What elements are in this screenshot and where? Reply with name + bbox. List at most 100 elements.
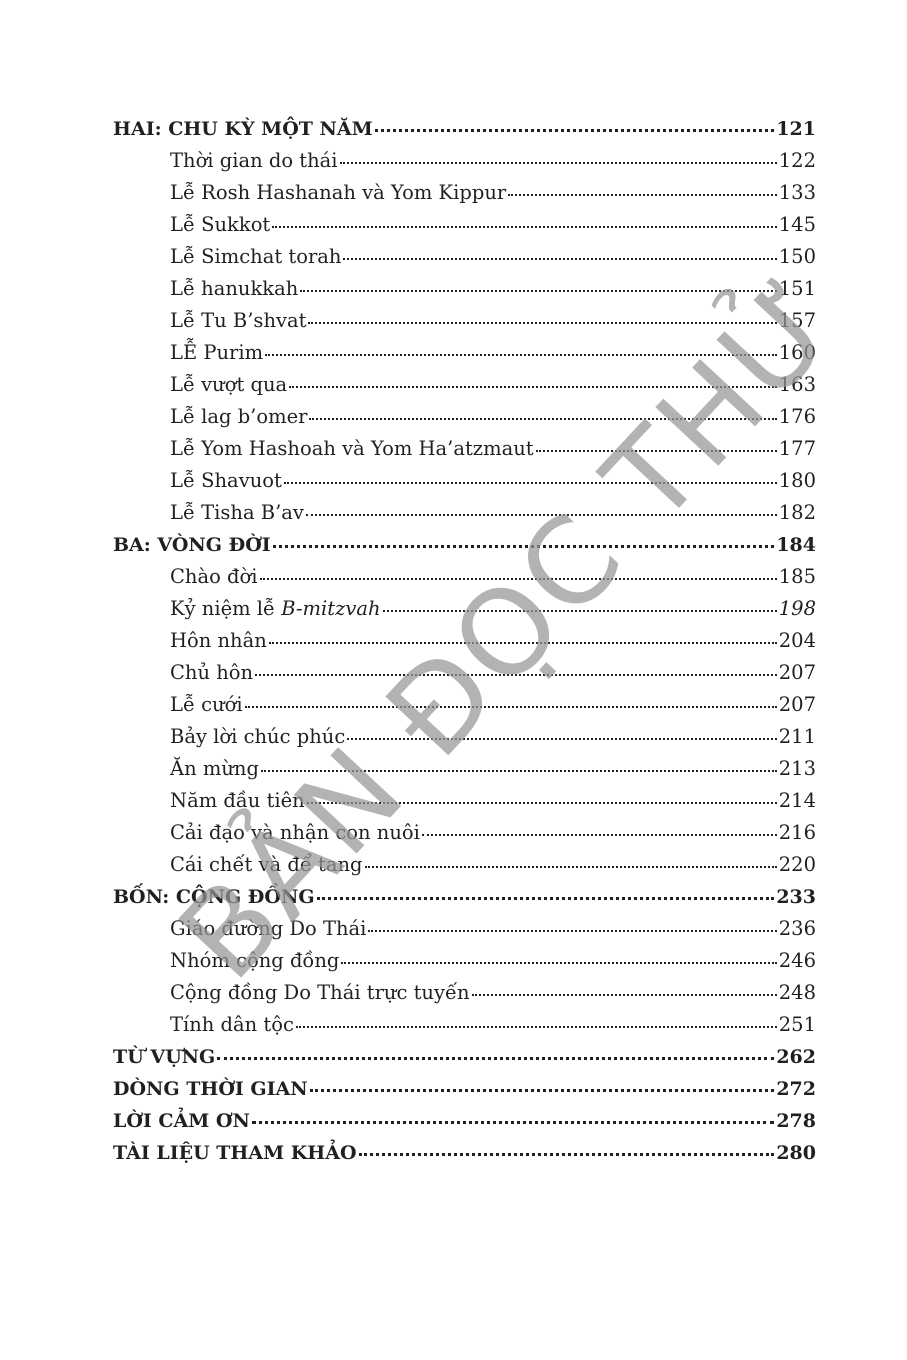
toc-chapter-entry: TỪ VỰNG 262 — [113, 1041, 816, 1073]
page-number: 150 — [778, 245, 816, 268]
entry-title-text: DÒNG THỜI GIAN — [113, 1078, 308, 1100]
entry-title: Cải đạo và nhận con nuôi — [170, 817, 420, 849]
entry-title-text: LỜI CẢM ƠN — [113, 1110, 250, 1132]
toc-section-entry: Thời gian do thái 122 — [113, 145, 816, 177]
dot-leader — [309, 418, 777, 420]
toc-section-entry: Lễ cưới 207 — [113, 689, 816, 721]
dot-leader — [471, 994, 777, 996]
page-number: 160 — [778, 341, 816, 364]
dot-leader — [272, 226, 777, 228]
page-number: 213 — [778, 757, 816, 780]
dot-leader — [251, 1121, 775, 1124]
entry-title-text: Lễ Sukkot — [170, 213, 271, 236]
entry-title-text: Lễ Shavuot — [170, 469, 282, 492]
toc-section-entry: Tính dân tộc 251 — [113, 1009, 816, 1041]
toc-section-entry: Hôn nhân 204 — [113, 625, 816, 657]
entry-title: BA: VÒNG ĐỜI — [113, 529, 271, 561]
toc-section-entry: Ăn mừng 213 — [113, 753, 816, 785]
entry-title: BỐN: CỘNG ĐỒNG — [113, 881, 315, 913]
entry-title-text: Lễ lag b’omer — [170, 405, 308, 428]
dot-leader — [259, 578, 777, 580]
page-number: 207 — [778, 693, 816, 716]
page-number: 248 — [778, 981, 816, 1004]
entry-title: TÀI LIỆU THAM KHẢO — [113, 1137, 357, 1169]
toc-chapter-entry: TÀI LIỆU THAM KHẢO 280 — [113, 1137, 816, 1169]
dot-leader — [244, 706, 777, 708]
toc-section-entry: Lễ Yom Hashoah và Yom Ha’atzmaut 177 — [113, 433, 816, 465]
page-number: 185 — [778, 565, 816, 588]
toc-section-entry: Lễ Rosh Hashanah và Yom Kippur 133 — [113, 177, 816, 209]
toc-section-entry: Lễ lag b’omer 176 — [113, 401, 816, 433]
entry-title: LỄ Purim — [170, 337, 263, 369]
entry-title-text: Hôn nhân — [170, 629, 267, 652]
page-number: 121 — [776, 118, 816, 140]
entry-title: Lễ Yom Hashoah và Yom Ha’atzmaut — [170, 433, 534, 465]
entry-title: DÒNG THỜI GIAN — [113, 1073, 308, 1105]
toc-section-entry: Bảy lời chúc phúc 211 — [113, 721, 816, 753]
toc-section-entry: Lễ vượt qua 163 — [113, 369, 816, 401]
dot-leader — [358, 1153, 775, 1156]
entry-title-text: Lễ Simchat torah — [170, 245, 342, 268]
dot-leader — [382, 610, 777, 612]
toc-section-entry: Lễ Shavuot 180 — [113, 465, 816, 497]
entry-title: Cộng đồng Do Thái trực tuyến — [170, 977, 470, 1009]
page-number: 163 — [778, 373, 816, 396]
dot-leader — [295, 1026, 777, 1028]
entry-title-text: Kỷ niệm lễ — [170, 597, 282, 620]
page-number: 236 — [778, 917, 816, 940]
toc-chapter-entry: BA: VÒNG ĐỜI 184 — [113, 529, 816, 561]
entry-title-text: Chào đời — [170, 565, 258, 588]
entry-title: Lễ Simchat torah — [170, 241, 341, 273]
page-number: 133 — [778, 181, 816, 204]
entry-title: Chào đời — [170, 561, 258, 593]
dot-leader — [535, 450, 777, 452]
page-number: 278 — [776, 1110, 816, 1132]
page-number: 180 — [778, 469, 816, 492]
entry-title-text: Lễ vượt qua — [170, 373, 288, 396]
entry-title-text: Lễ Yom Hashoah và Yom Ha’atzmaut — [170, 437, 534, 460]
page-number: 220 — [778, 853, 816, 876]
entry-title: Ăn mừng — [170, 753, 259, 785]
page-number: 145 — [778, 213, 816, 236]
dot-leader — [309, 1089, 775, 1092]
dot-leader — [308, 322, 777, 324]
page-number: 233 — [776, 886, 816, 908]
entry-title-text: Cái chết và để tang — [170, 853, 363, 876]
entry-title-text: Chủ hôn — [170, 661, 254, 684]
entry-title: Cái chết và để tang — [170, 849, 363, 881]
dot-leader — [316, 897, 775, 900]
entry-title: Chủ hôn — [170, 657, 253, 689]
page-number: 184 — [776, 534, 816, 556]
entry-title-text: Lễ cưới — [170, 693, 243, 716]
entry-title: LỜI CẢM ƠN — [113, 1105, 250, 1137]
toc-section-entry: Lễ Sukkot 145 — [113, 209, 816, 241]
dot-leader — [306, 802, 777, 804]
toc-section-entry: Lễ Simchat torah 150 — [113, 241, 816, 273]
entry-title-text: LỄ Purim — [170, 341, 264, 364]
dot-leader — [272, 545, 775, 548]
dot-leader — [265, 354, 777, 356]
entry-title-text: HAI: CHU KỲ MỘT NĂM — [113, 118, 373, 140]
entry-title: Thời gian do thái — [170, 145, 338, 177]
toc-section-entry: Chủ hôn 207 — [113, 657, 816, 689]
entry-title-text: Nhóm cộng đồng — [170, 949, 340, 972]
entry-title: Bảy lời chúc phúc — [170, 721, 345, 753]
toc-chapter-entry: LỜI CẢM ƠN 278 — [113, 1105, 816, 1137]
entry-title: Lễ lag b’omer — [170, 401, 307, 433]
page-number: 157 — [778, 309, 816, 332]
page-number: 272 — [776, 1078, 816, 1100]
dot-leader — [421, 834, 777, 836]
entry-title: Lễ Sukkot — [170, 209, 270, 241]
dot-leader — [260, 770, 777, 772]
entry-title-text: Lễ hanukkah — [170, 277, 299, 300]
page-number: 211 — [778, 725, 816, 748]
toc-section-entry: Lễ Tu B’shvat 157 — [113, 305, 816, 337]
toc-chapter-entry: BỐN: CỘNG ĐỒNG 233 — [113, 881, 816, 913]
page-number: 204 — [778, 629, 816, 652]
dot-leader — [217, 1057, 775, 1060]
entry-title-text: Cộng đồng Do Thái trực tuyến — [170, 981, 470, 1004]
entry-title-italic: B-mitzvah — [281, 597, 381, 620]
entry-title-text: TÀI LIỆU THAM KHẢO — [113, 1142, 357, 1164]
page-number: 216 — [778, 821, 816, 844]
entry-title-text: Năm đầu tiên — [170, 789, 305, 812]
